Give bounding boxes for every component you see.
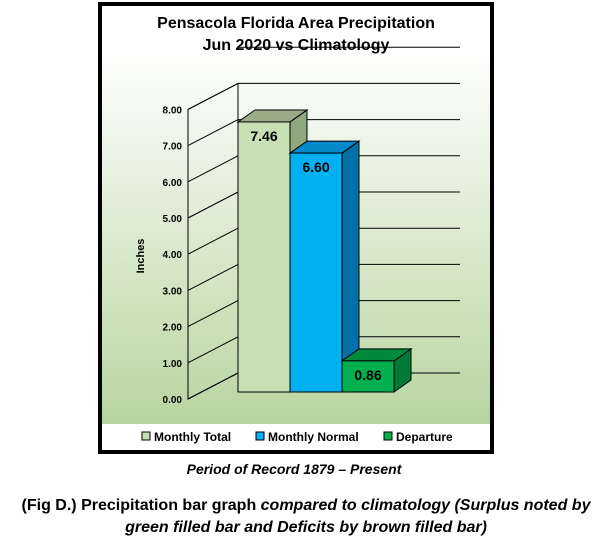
- y-tick-label: 7.00: [163, 142, 183, 153]
- y-tick-label: 3.00: [163, 286, 183, 297]
- gridline-diagonal: [187, 263, 239, 291]
- caption-lead: (Fig D.) Precipitation bar graph: [21, 497, 261, 514]
- y-axis-label: Inches: [135, 239, 147, 274]
- gridline-diagonal: [187, 155, 239, 183]
- legend-swatch: [141, 431, 151, 441]
- bar: [289, 152, 343, 393]
- precipitation-bar-chart: 0.00 1.00 2.00 3.00 4.00 5.00 6.00 7.00 8.00 7.4…: [102, 15, 490, 444]
- legend-swatch: [255, 431, 265, 441]
- y-tick-label: 5.00: [163, 214, 183, 225]
- legend-label: Departure: [396, 430, 453, 444]
- bar-data-label: 6.60: [302, 159, 329, 175]
- y-tick-label: 8.00: [163, 105, 183, 116]
- y-tick-label: 6.00: [163, 178, 183, 189]
- legend-swatch: [383, 431, 393, 441]
- bar-data-label: 0.86: [354, 367, 381, 383]
- legend-label: Monthly Normal: [268, 430, 359, 444]
- gridline-diagonal: [187, 227, 239, 255]
- gridline-diagonal: [187, 300, 239, 328]
- gridline-diagonal: [187, 82, 239, 110]
- y-tick-label: 0.00: [163, 395, 183, 406]
- y-tick-label: 4.00: [163, 250, 183, 261]
- caption-italic: compared to climatology (Surplus noted b…: [125, 497, 591, 536]
- bar: [341, 360, 395, 393]
- period-of-record: Period of Record 1879 – Present: [186, 461, 402, 477]
- bar: [237, 121, 291, 393]
- gridline-diagonal: [187, 119, 239, 147]
- chart-title-line-2: Jun 2020 vs Climatology: [203, 37, 390, 54]
- gridline-diagonal: [187, 336, 239, 364]
- bar-data-label: 7.46: [250, 128, 277, 144]
- gridline-diagonal: [187, 191, 239, 219]
- y-tick-label: 1.00: [163, 359, 183, 370]
- chart-title-line-1: Pensacola Florida Area Precipitation: [157, 15, 435, 32]
- legend-label: Monthly Total: [154, 430, 231, 444]
- figure-caption: (Fig D.) Precipitation bar graph compare…: [0, 495, 612, 539]
- y-tick-label: 2.00: [163, 323, 183, 334]
- gridline-diagonal: [187, 372, 239, 400]
